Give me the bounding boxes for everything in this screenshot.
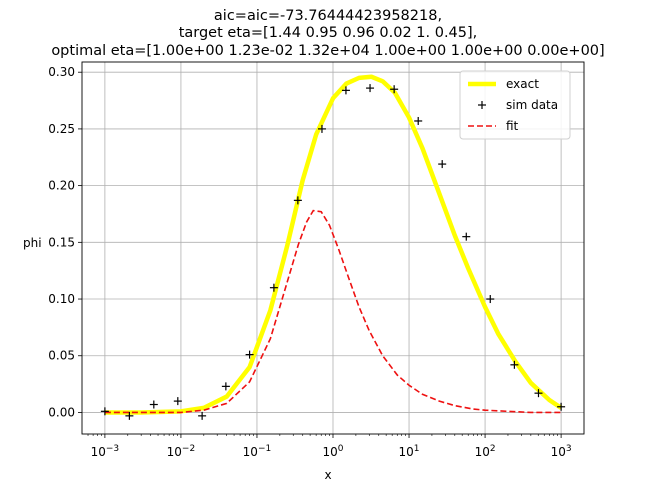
sim-data-point — [317, 124, 326, 133]
sim-data-point — [293, 196, 302, 205]
y-tick-label: 0.25 — [48, 122, 75, 136]
y-tick-label: 0.10 — [48, 292, 75, 306]
sim-data-point — [557, 402, 566, 411]
y-axis-label: phi — [23, 236, 42, 250]
chart-title: aic=aic=-73.76444423958218, target eta=[… — [51, 8, 604, 59]
sim-data-point — [221, 382, 230, 391]
title-line-3: optimal eta=[1.00e+00 1.23e-02 1.32e+04 … — [51, 43, 604, 59]
sim-data-point — [173, 397, 182, 406]
legend-handle-sim-data — [478, 101, 486, 109]
legend-label: exact — [506, 77, 539, 91]
sim-data-point — [438, 160, 447, 169]
y-tick-label: 0.05 — [48, 349, 75, 363]
sim-data-point — [100, 407, 109, 416]
sim-data-point — [245, 350, 254, 359]
x-tick-label: 10−3 — [91, 444, 120, 459]
sim-data-point — [366, 84, 375, 93]
sim-data-point — [462, 232, 471, 241]
y-tick-label: 0.30 — [48, 65, 75, 79]
sim-data-point — [510, 360, 519, 369]
title-line-2: target eta=[1.44 0.95 0.96 0.02 1. 0.45]… — [179, 25, 478, 41]
legend: exact sim data fit — [459, 70, 571, 140]
sim-data-point — [486, 295, 495, 304]
x-axis: 10−3 10−2 10−1 100 101 102 103 — [87, 434, 572, 459]
series-layer — [100, 74, 566, 420]
sim-data-point — [269, 283, 278, 292]
sim-data-point — [149, 400, 158, 409]
sim-data-point — [341, 86, 350, 95]
x-tick-label: 103 — [551, 444, 572, 459]
legend-box — [459, 70, 571, 140]
sim-data-point — [390, 85, 399, 94]
x-tick-label: 101 — [399, 444, 420, 459]
y-axis: 0.00 0.05 0.10 0.15 0.20 0.25 0.30 — [48, 65, 82, 419]
x-tick-label: 10−2 — [167, 444, 196, 459]
x-tick-label: 102 — [475, 444, 496, 459]
legend-label: sim data — [506, 98, 558, 112]
sim-data-point — [534, 389, 543, 398]
series-exact-line — [104, 74, 563, 415]
series-fit-line — [104, 209, 562, 414]
sim-data-point — [125, 411, 134, 420]
sim-data-point — [198, 411, 207, 420]
x-axis-label: x — [324, 468, 331, 482]
x-tick-label: 10−1 — [243, 444, 272, 459]
title-line-1: aic=aic=-73.76444423958218, — [214, 8, 442, 24]
sim-data-point — [414, 116, 423, 125]
y-tick-label: 0.20 — [48, 179, 75, 193]
x-tick-label: 100 — [322, 444, 343, 459]
legend-label: fit — [506, 119, 519, 133]
y-tick-label: 0.00 — [48, 405, 75, 419]
y-tick-label: 0.15 — [48, 235, 75, 249]
